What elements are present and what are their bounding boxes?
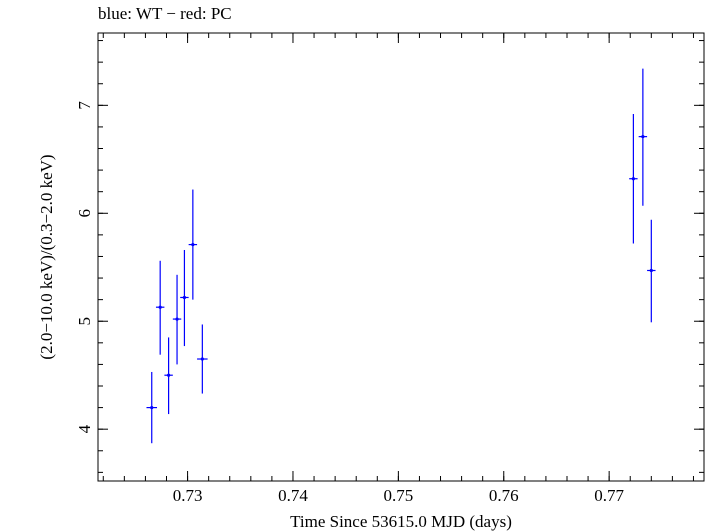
plot-frame [97, 32, 705, 482]
point-marker [631, 177, 635, 181]
data-point [155, 260, 165, 355]
data-point [146, 371, 158, 444]
tick-labels: 0.73 0.74 0.75 0.76 0.77 4 5 6 7 [75, 101, 625, 505]
x-tick-label: 0.76 [489, 486, 519, 505]
data-point [197, 324, 208, 394]
y-tick-label: 4 [75, 424, 94, 433]
data-point [164, 337, 173, 415]
y-tick-label: 7 [75, 101, 94, 110]
minor-ticks [98, 33, 704, 481]
data-point [172, 274, 182, 365]
point-marker [150, 405, 154, 410]
major-ticks [98, 33, 704, 481]
x-tick-label: 0.77 [594, 486, 624, 505]
point-marker [200, 357, 204, 361]
point-marker [649, 268, 653, 273]
data-point [180, 249, 189, 347]
y-tick-label: 6 [75, 209, 94, 218]
point-marker [641, 135, 645, 139]
data-point [188, 189, 198, 300]
x-axis-label: Time Since 53615.0 MJD (days) [290, 512, 512, 531]
x-tick-label: 0.75 [383, 486, 413, 505]
x-tick-label: 0.73 [173, 486, 203, 505]
data-marks [146, 68, 656, 444]
point-marker [182, 295, 187, 300]
y-tick-label: 5 [75, 317, 94, 326]
data-point [629, 113, 638, 244]
point-marker [175, 317, 179, 321]
chart-title: blue: WT − red: PC [98, 4, 232, 23]
point-marker [167, 373, 171, 377]
point-marker [158, 305, 162, 309]
x-tick-label: 0.74 [278, 486, 308, 505]
data-point [647, 219, 656, 323]
point-marker [191, 242, 195, 247]
y-axis-label: (2.0−10.0 keV)/(0.3−2.0 keV) [37, 154, 56, 359]
data-point [638, 68, 648, 206]
